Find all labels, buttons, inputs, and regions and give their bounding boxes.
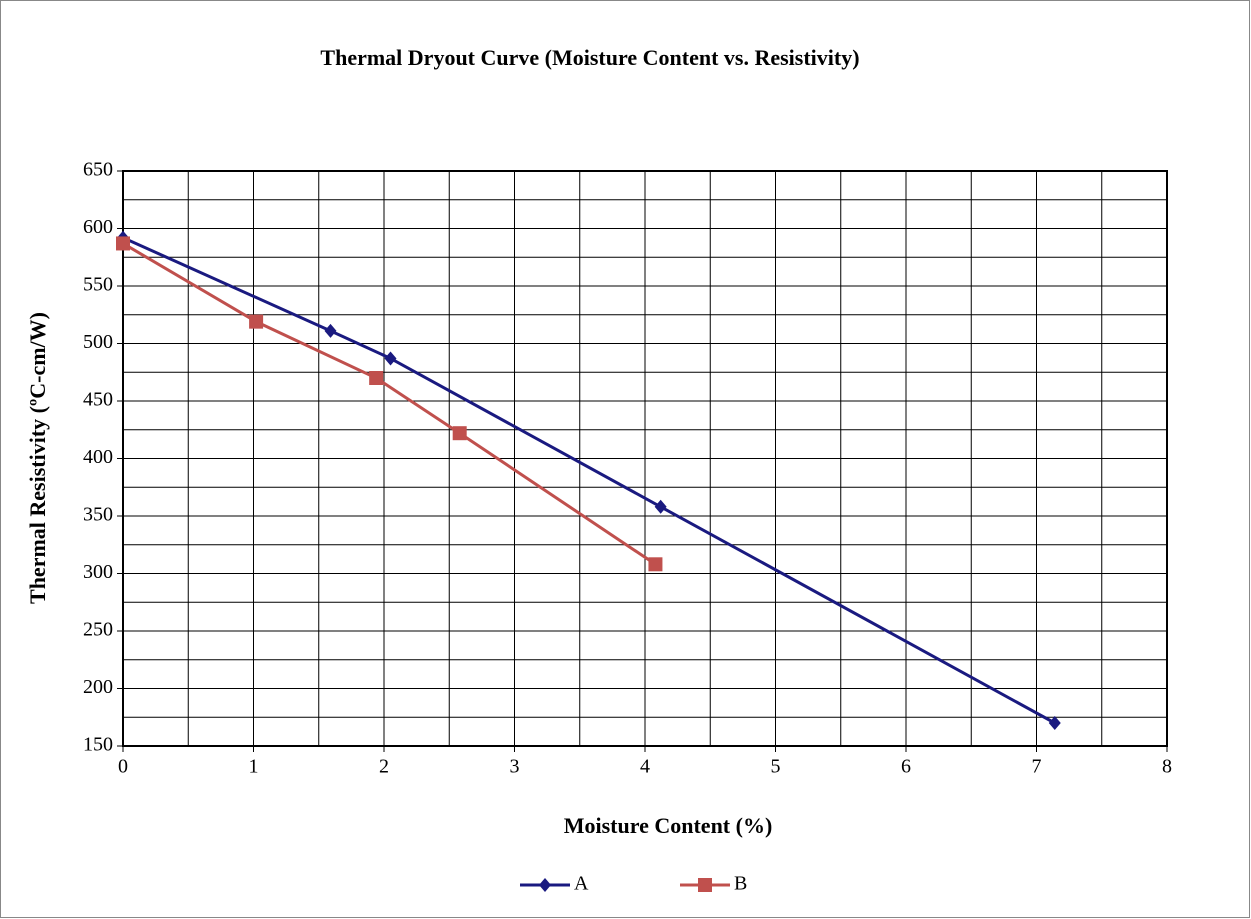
data-point [384,351,397,366]
data-point [1048,716,1061,730]
y-tick-label: 650 [83,159,113,181]
x-tick-label: 2 [379,756,389,778]
data-point [249,314,264,329]
y-tick-label: 350 [83,504,113,526]
legend-marker [539,878,551,892]
y-tick-label: 300 [83,561,113,583]
y-tick-label: 600 [83,216,113,238]
y-tick-label: 400 [83,446,113,468]
data-point [452,426,467,441]
y-axis-title: Thermal Resistivity (ºC-cm/W) [25,312,50,604]
data-point [369,371,384,385]
chart-title: Thermal Dryout Curve (Moisture Content v… [320,45,859,70]
x-tick-label: 3 [510,756,520,778]
x-tick-label: 7 [1032,756,1042,778]
x-tick-label: 5 [771,756,781,778]
data-point [324,323,337,338]
y-tick-label: 150 [83,734,113,756]
legend-label: B [734,873,747,895]
data-point [116,236,130,251]
y-tick-label: 550 [83,274,113,296]
data-point [648,557,663,572]
x-tick-label: 8 [1162,756,1172,778]
x-tick-label: 0 [118,756,128,778]
plot-area [122,170,1168,747]
y-tick-label: 200 [83,676,113,698]
x-axis-title: Moisture Content (%) [564,813,773,838]
y-tick-label: 250 [83,619,113,641]
legend-marker [698,878,712,892]
x-tick-label: 1 [249,756,259,778]
data-point [654,499,667,514]
x-tick-label: 4 [640,756,650,778]
y-tick-label: 500 [83,331,113,353]
x-tick-label: 6 [901,756,911,778]
y-tick-label: 450 [83,389,113,411]
legend-label: A [574,873,589,895]
